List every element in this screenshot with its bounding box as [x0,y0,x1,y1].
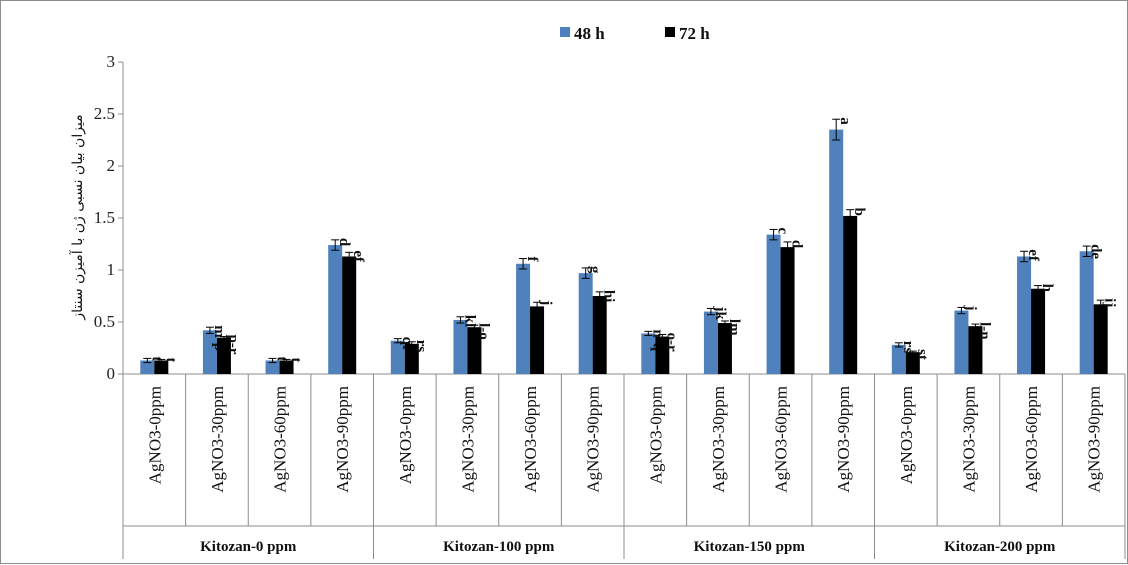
x-tick-label: AgNO3-30ppm [709,386,728,493]
significance-label: d [789,240,805,249]
bar-72h-11 [843,215,858,374]
significance-label: t [148,356,164,361]
y-tick-label: 0 [107,364,116,383]
significance-label: t [274,356,290,361]
bar-72h-15 [1093,304,1108,374]
group-label: Kitozan-100 ppm [443,539,555,555]
x-tick-label: AgNO3-0ppm [396,386,415,484]
x-tick-label: AgNO3-0ppm [145,386,164,484]
x-tick-label: AgNO3-90ppm [834,386,853,493]
significance-label: g [587,266,603,274]
bar-48h-10 [766,234,781,374]
y-tick-label: 2.5 [94,104,115,123]
legend-swatch-72h [665,27,675,37]
bar-48h-5 [453,319,468,374]
bar-72h-6 [530,306,545,374]
x-tick-label: AgNO3-90ppm [584,386,603,493]
significance-label: ef [350,250,366,263]
bar-48h-2 [265,360,280,374]
bar-72h-2 [279,360,294,374]
bar-48h-9 [703,311,718,374]
significance-label: rs [900,341,916,354]
x-tick-label: AgNO3-30ppm [458,386,477,493]
group-label: Kitozan-200 ppm [944,539,1056,555]
significance-label: o-r [663,332,679,351]
x-tick-label: AgNO3-60ppm [772,386,791,493]
bar-48h-7 [578,273,593,374]
y-axis-title: میزان بیان نسبی ژن با آمیزن سنتاز [69,114,86,320]
significance-label: t [162,357,178,362]
significance-label: rs [413,340,429,353]
x-tick-label: AgNO3-0ppm [897,386,916,484]
bar-72h-13 [968,326,983,374]
legend-swatch-48h [560,27,570,37]
significance-label: ij [1102,298,1118,307]
significance-label: f [524,257,540,263]
y-tick-label: 1.5 [94,208,115,227]
bar-48h-11 [829,129,844,374]
x-tick-label: AgNO3-0ppm [646,386,665,484]
significance-label: kl [461,315,477,328]
bar-72h-5 [467,327,482,374]
group-label: Kitozan-0 ppm [200,539,297,555]
bar-48h-15 [1079,251,1094,374]
bar-72h-14 [1031,288,1046,374]
y-tick-label: 2 [107,156,116,175]
significance-label: st [914,349,930,360]
x-tick-label: AgNO3-60ppm [1022,386,1041,493]
bar-72h-7 [592,296,607,374]
significance-label: j [538,299,554,305]
y-tick-label: 3 [107,52,116,71]
significance-label: hi [601,290,617,303]
bar-48h-4 [390,340,405,374]
x-tick-label: AgNO3-90ppm [333,386,352,493]
bar-48h-1 [202,330,217,374]
y-tick-label: 1 [107,260,116,279]
significance-label: de [1088,244,1104,259]
bar-48h-0 [140,360,155,374]
bar-72h-10 [780,247,795,374]
significance-label: ef [1025,249,1041,262]
legend: 48 h 72 h [560,24,710,43]
significance-label: l-n [976,322,992,340]
significance-label: jk [712,305,728,320]
bar-48h-6 [516,263,531,374]
significance-label: c [775,227,791,234]
bar-48h-8 [641,333,656,374]
bar-72h-3 [342,256,357,374]
bar-48h-13 [954,310,969,374]
significance-label: j [962,304,978,310]
y-tick-label: 0.5 [94,312,115,331]
plot-area: 0 0.5 1 1.5 2 2.5 3 AgNO3-0ppm AgNO3-30ppm AgNO3-… [94,52,1126,559]
x-tick-label: AgNO3-60ppm [521,386,540,493]
significance-label: lm [726,319,742,336]
bar-48h-3 [328,245,343,374]
x-tick-label: AgNO3-90ppm [1085,386,1104,493]
significance-label: t [288,357,304,362]
bar-72h-9 [717,323,732,374]
legend-label-72h: 72 h [679,24,710,43]
significance-label: a [837,117,853,125]
bar-48h-12 [891,344,906,374]
x-tick-label: AgNO3-30ppm [208,386,227,493]
significance-label: p-r [225,335,241,355]
significance-label: b [851,208,867,216]
legend-label-48h: 48 h [574,24,605,43]
significance-label: d [336,238,352,247]
bar-72h-4 [404,343,419,374]
group-label: Kitozan-150 ppm [694,539,806,555]
significance-label: h [1039,284,1055,293]
bar-72h-1 [216,337,231,374]
bar-72h-0 [154,360,169,374]
x-tick-label: AgNO3-60ppm [271,386,290,493]
bar-72h-8 [655,336,670,374]
bar-48h-14 [1017,256,1032,374]
x-tick-label: AgNO3-30ppm [959,386,978,493]
bar-72h-12 [905,352,920,374]
significance-label: l-o [475,323,491,340]
